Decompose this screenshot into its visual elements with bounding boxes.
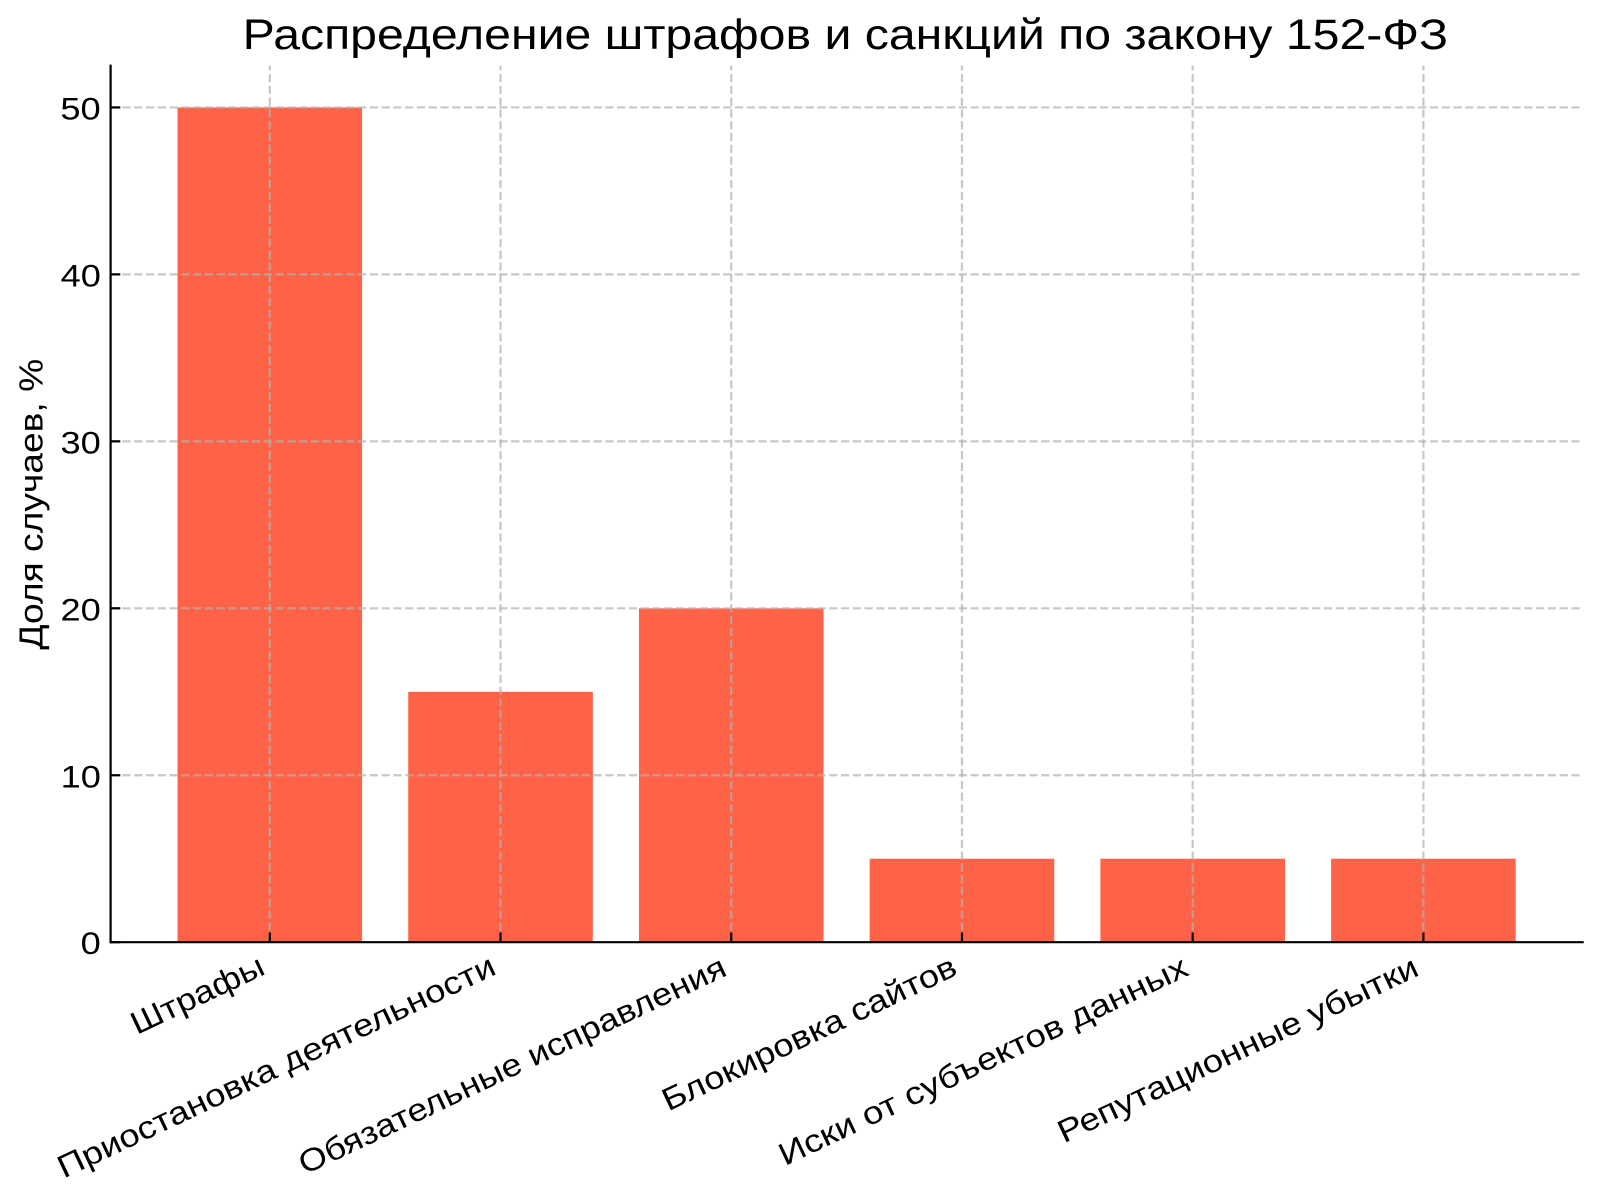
svg-text:50: 50 <box>60 90 100 126</box>
svg-text:10: 10 <box>61 758 101 794</box>
svg-text:40: 40 <box>61 257 101 293</box>
svg-text:Распределение штрафов и санкци: Распределение штрафов и санкций по закон… <box>243 11 1448 58</box>
svg-text:20: 20 <box>61 591 101 627</box>
svg-text:Доля случаев, %: Доля случаев, % <box>13 359 50 650</box>
svg-text:30: 30 <box>61 424 101 460</box>
svg-text:0: 0 <box>81 925 101 961</box>
